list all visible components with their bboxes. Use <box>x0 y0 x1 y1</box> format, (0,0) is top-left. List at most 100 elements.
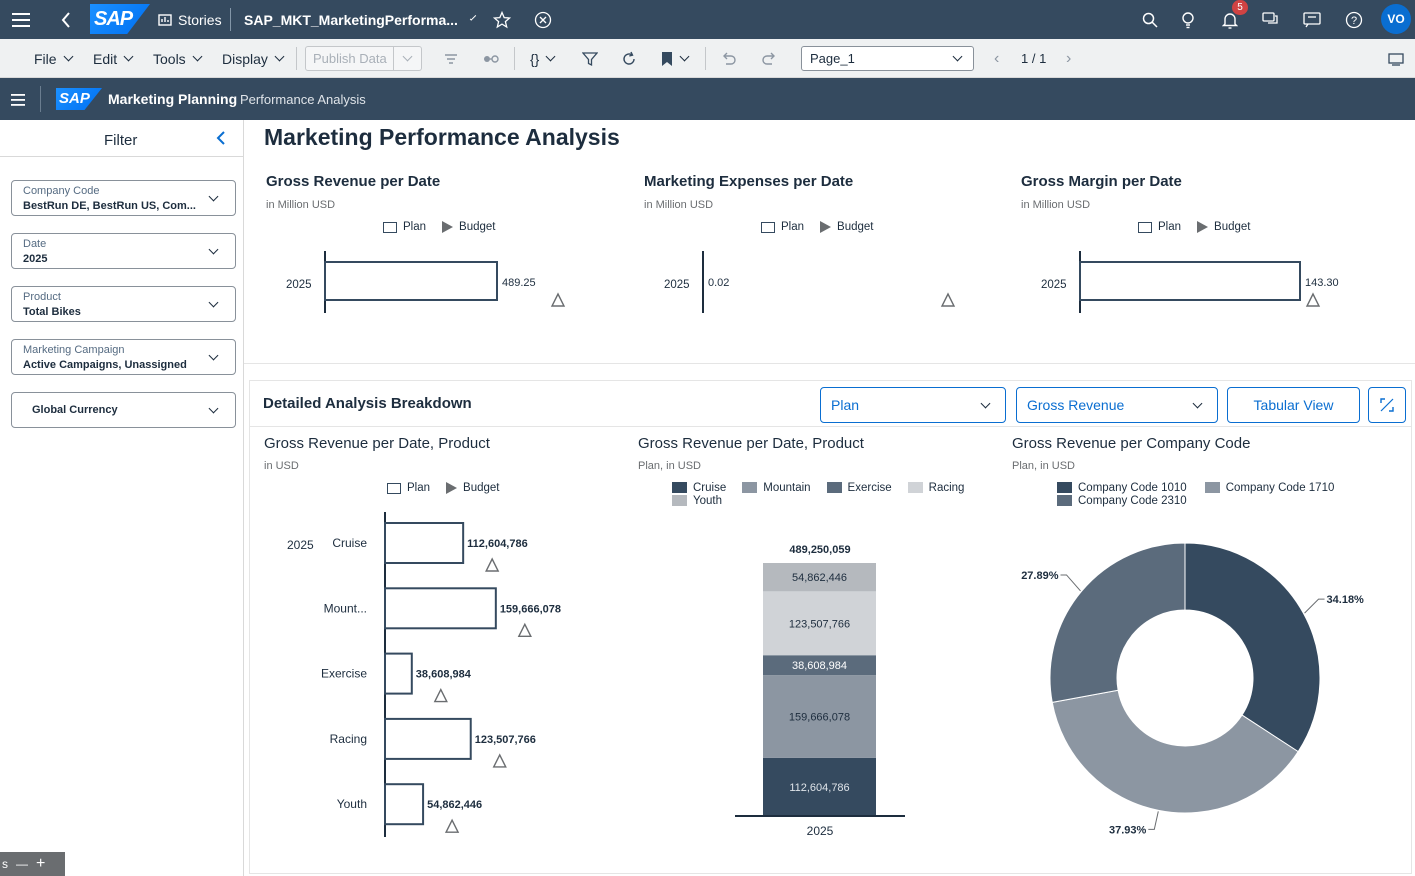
stack-segment[interactable] <box>763 563 876 592</box>
marketing-campaign-filter[interactable]: Marketing Campaign Active Campaigns, Una… <box>11 339 236 375</box>
chart-legend: Plan Budget <box>387 482 499 494</box>
present-icon[interactable] <box>1388 39 1404 78</box>
stack-segment[interactable] <box>763 591 876 656</box>
stories-link[interactable]: Stories <box>158 0 226 39</box>
zoom-out-icon[interactable]: — <box>16 857 28 871</box>
legend-item[interactable]: Exercise <box>826 482 892 495</box>
legend-item[interactable]: Company Code 1710 <box>1204 482 1334 495</box>
measure-dropdown[interactable]: Gross Revenue <box>1016 387 1218 423</box>
display-menu[interactable]: Display <box>222 39 285 78</box>
chart-legend: Plan Budget <box>761 221 873 233</box>
budget-legend-icon <box>820 221 832 233</box>
file-menu[interactable]: File <box>34 39 74 78</box>
budget-marker[interactable] <box>1305 292 1321 307</box>
plan-bar[interactable] <box>324 261 498 301</box>
star-icon[interactable] <box>492 0 512 39</box>
lightbulb-icon[interactable] <box>1178 0 1198 39</box>
plan-bar[interactable] <box>384 717 472 760</box>
edit-menu[interactable]: Edit <box>93 39 134 78</box>
legend-budget: Budget <box>1214 221 1251 233</box>
tabular-view-button[interactable]: Tabular View <box>1227 387 1360 423</box>
company-code-filter[interactable]: Company Code BestRun DE, BestRun US, Com… <box>11 180 236 216</box>
plan-bar[interactable] <box>384 587 497 630</box>
value-label: 38,608,984 <box>416 669 472 681</box>
chart-subtitle: in USD <box>264 460 299 472</box>
legend-item[interactable]: Company Code 1010 <box>1057 482 1187 495</box>
category-label: Exercise <box>321 667 367 681</box>
stack-segment[interactable] <box>763 757 876 816</box>
publish-data-button[interactable]: Publish Data <box>305 46 422 71</box>
plan-bar[interactable] <box>384 652 413 695</box>
stack-segment[interactable] <box>763 655 876 676</box>
legend-item[interactable]: Cruise <box>672 482 726 495</box>
document-title-button[interactable]: SAP_MKT_MarketingPerforma... <box>244 0 477 39</box>
stack-segment[interactable] <box>763 675 876 758</box>
chevron-down-icon <box>980 398 991 409</box>
budget-marker[interactable] <box>492 753 507 768</box>
chart-title: Gross Margin per Date <box>1021 173 1182 190</box>
value-label: 143.30 <box>1305 277 1339 289</box>
filter-label: Marketing Campaign <box>23 344 125 356</box>
bookmark-icon[interactable] <box>661 39 690 78</box>
kpi-bar-plot: 2025 0.02 <box>664 251 956 313</box>
budget-marker[interactable] <box>433 688 448 703</box>
leader-line <box>1304 598 1325 614</box>
tools-menu[interactable]: Tools <box>153 39 203 78</box>
date-filter[interactable]: Date 2025 <box>11 233 236 269</box>
help-icon[interactable]: ? <box>1344 0 1364 39</box>
global-currency-filter[interactable]: Global Currency <box>11 392 236 428</box>
plan-bar[interactable] <box>384 783 425 826</box>
feedback-icon[interactable] <box>1302 0 1322 39</box>
budget-marker[interactable] <box>940 292 956 307</box>
value-label: 159,666,078 <box>500 603 561 615</box>
redo-icon[interactable] <box>761 39 777 78</box>
chat-icon[interactable] <box>1261 0 1281 39</box>
notifications-icon[interactable] <box>1220 0 1240 39</box>
zoom-in-icon[interactable]: + <box>36 855 46 872</box>
divider <box>230 8 231 31</box>
refresh-icon[interactable] <box>621 39 637 78</box>
plan-bar[interactable] <box>384 522 465 564</box>
budget-marker[interactable] <box>485 557 500 572</box>
year-label: 2025 <box>287 538 314 552</box>
filter-label: Product <box>23 291 61 303</box>
close-circle-icon[interactable] <box>533 0 553 39</box>
chart-subtitle: in Million USD <box>644 199 714 211</box>
data-action-icon[interactable] <box>482 39 500 78</box>
formula-icon[interactable]: {} <box>530 39 556 78</box>
donut-slice[interactable] <box>1051 689 1299 814</box>
menu-icon[interactable] <box>8 0 34 39</box>
chevron-down-icon <box>952 51 963 62</box>
legend-item[interactable]: Company Code 2310 <box>1057 495 1187 508</box>
undo-icon[interactable] <box>721 39 737 78</box>
hamburger-icon[interactable] <box>11 93 25 111</box>
next-page-icon[interactable]: › <box>1066 49 1072 67</box>
back-icon[interactable] <box>56 0 76 39</box>
collapse-icon[interactable] <box>216 130 226 151</box>
product-filter[interactable]: Product Total Bikes <box>11 286 236 322</box>
legend-item[interactable]: Youth <box>672 495 722 508</box>
legend-item[interactable]: Mountain <box>742 482 811 495</box>
donut-slice[interactable] <box>1049 542 1186 703</box>
version-management-icon[interactable] <box>443 39 459 78</box>
display-label: Display <box>222 50 268 67</box>
zoom-control[interactable]: s — + <box>0 852 65 876</box>
donut-slice[interactable] <box>1184 542 1321 753</box>
budget-marker[interactable] <box>444 818 460 833</box>
legend-item[interactable]: Racing <box>907 482 964 495</box>
budget-marker[interactable] <box>517 622 532 638</box>
filter-title: Filter <box>104 132 138 149</box>
prev-page-icon[interactable]: ‹ <box>994 49 1000 67</box>
sap-logo: SAP <box>90 4 150 34</box>
fullscreen-button[interactable] <box>1368 387 1406 423</box>
avatar[interactable]: VO <box>1381 4 1411 34</box>
search-icon[interactable] <box>1140 0 1160 39</box>
filter-icon[interactable] <box>582 39 598 78</box>
category-label: Cruise <box>332 536 367 550</box>
version-dropdown[interactable]: Plan <box>820 387 1006 423</box>
plan-bar[interactable] <box>1079 261 1301 301</box>
svg-text:?: ? <box>1351 15 1357 27</box>
publish-dropdown[interactable] <box>393 47 421 70</box>
budget-marker[interactable] <box>550 292 566 307</box>
page-select[interactable]: Page_1 <box>801 46 974 71</box>
